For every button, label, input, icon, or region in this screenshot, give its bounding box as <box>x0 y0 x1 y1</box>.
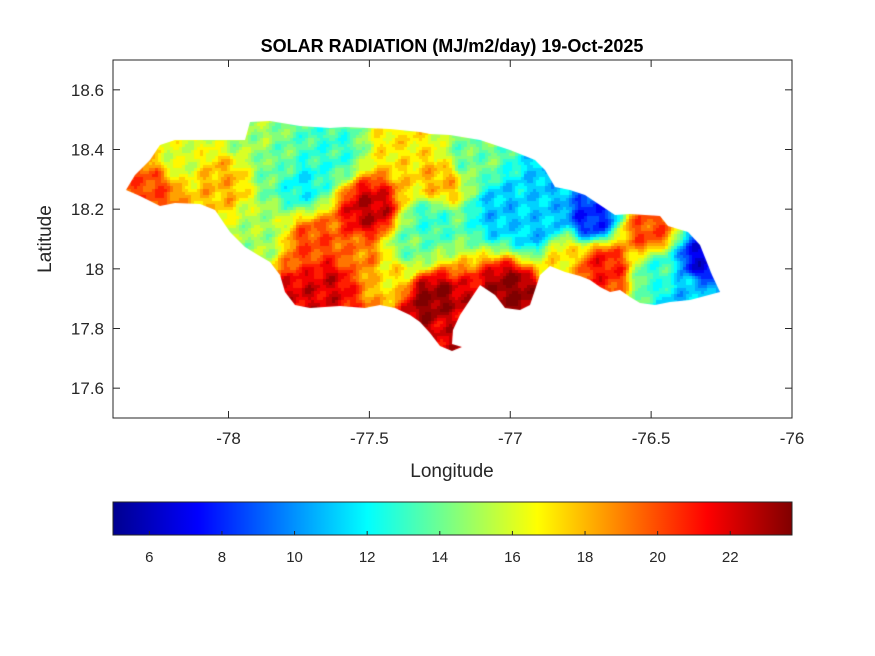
y-ticks: 17.6 17.8 18 18.2 18.4 18.6 <box>71 81 792 398</box>
y-tick-label: 18.6 <box>71 81 104 100</box>
colorbar-tick-label: 16 <box>504 549 521 566</box>
colorbar-tick-label: 12 <box>359 549 376 566</box>
x-ticks: -78 -77.5 -77 -76.5 -76 <box>216 60 804 448</box>
colorbar-tick-label: 8 <box>218 549 226 566</box>
x-tick-label: -76.5 <box>632 429 671 448</box>
x-tick-label: -76 <box>780 429 805 448</box>
x-tick-label: -77 <box>498 429 523 448</box>
colorbar-tick-label: 10 <box>286 549 303 566</box>
radiation-map <box>113 60 792 418</box>
colorbar <box>112 501 793 536</box>
chart-title: SOLAR RADIATION (MJ/m2/day) 19-Oct-2025 <box>261 36 644 56</box>
colorbar-tick-label: 18 <box>577 549 594 566</box>
colorbar-tick-label: 20 <box>649 549 666 566</box>
x-tick-label: -77.5 <box>350 429 389 448</box>
axes-frame <box>112 59 793 419</box>
y-tick-label: 18.2 <box>71 200 104 219</box>
x-axis-label: Longitude <box>410 461 493 482</box>
y-tick-label: 17.8 <box>71 320 104 339</box>
map-area <box>113 60 792 418</box>
colorbar-tick-label: 6 <box>145 549 153 566</box>
x-tick-label: -78 <box>216 429 241 448</box>
y-tick-label: 17.6 <box>71 379 104 398</box>
colorbar-tick-label: 14 <box>431 549 448 566</box>
colorbar-ticks: 6 8 10 12 14 16 18 20 22 <box>145 531 739 566</box>
colorbar-tick-label: 22 <box>722 549 739 566</box>
y-axis-label: Latitude <box>35 205 56 273</box>
y-tick-label: 18.4 <box>71 141 104 160</box>
y-tick-label: 18 <box>85 260 104 279</box>
